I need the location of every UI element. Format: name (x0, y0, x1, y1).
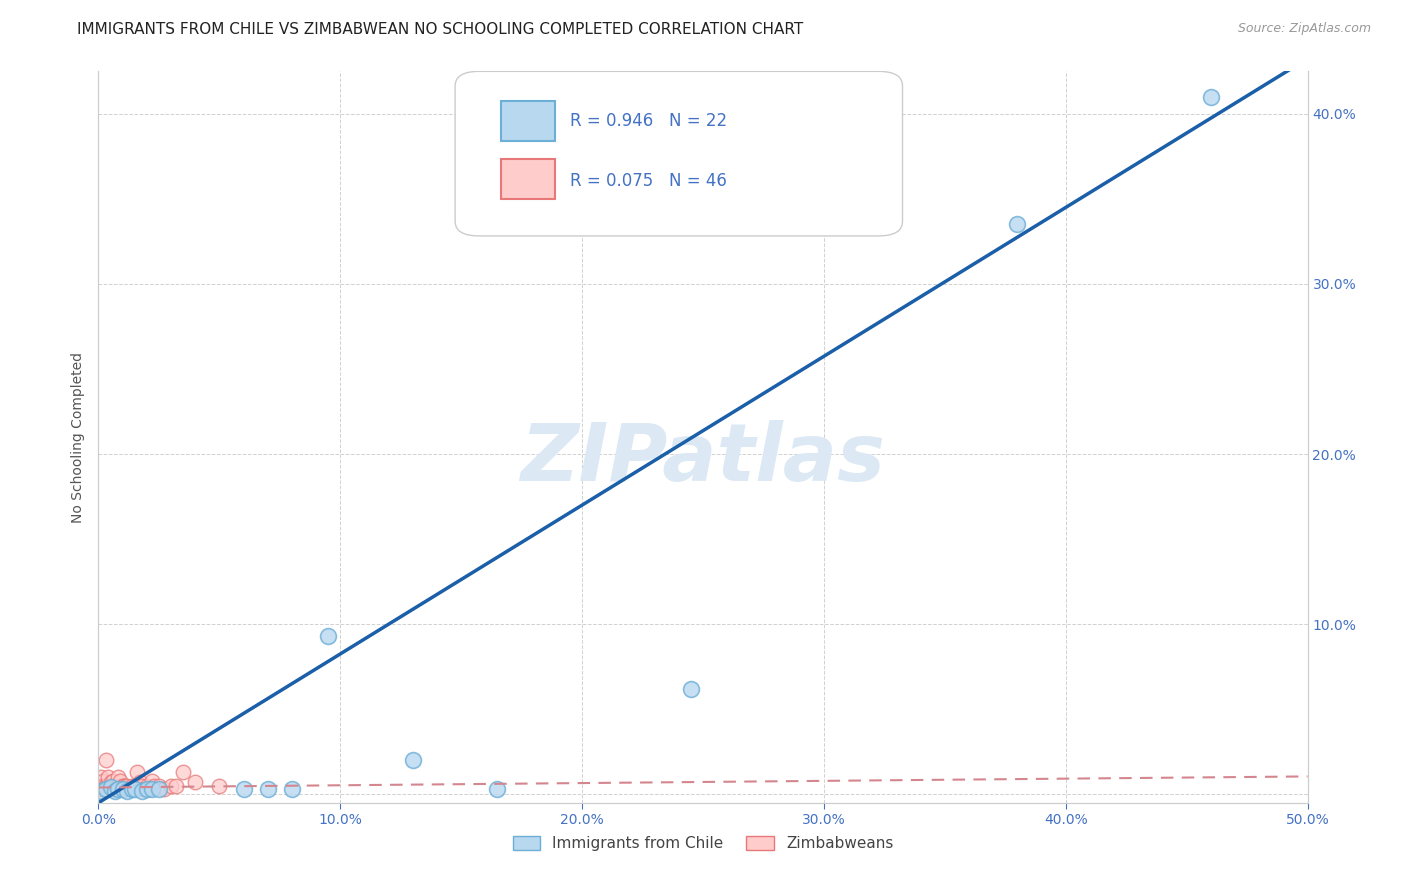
Point (97, 782, 120, 797)
Point (100, 779, 122, 793)
Point (107, 770, 129, 784)
Point (117, 779, 139, 793)
Point (101, 773, 124, 788)
FancyBboxPatch shape (501, 101, 555, 141)
Point (134, 782, 156, 797)
Point (124, 779, 146, 793)
Point (208, 779, 231, 793)
Point (121, 779, 143, 793)
Point (100, 779, 122, 793)
Point (104, 779, 127, 793)
Point (90, 782, 112, 797)
Point (108, 773, 131, 788)
Point (172, 765, 194, 780)
Point (101, 782, 124, 797)
Point (91, 779, 114, 793)
Point (316, 629, 339, 643)
Point (114, 782, 136, 797)
Point (148, 782, 170, 797)
Point (104, 784, 127, 798)
Legend: Immigrants from Chile, Zimbabweans: Immigrants from Chile, Zimbabweans (506, 830, 900, 857)
Point (94, 782, 117, 797)
Point (138, 782, 160, 797)
Point (121, 782, 143, 797)
Point (131, 784, 153, 798)
Point (148, 779, 170, 793)
Point (90, 784, 112, 798)
Point (141, 773, 163, 788)
Point (232, 782, 254, 797)
Point (281, 782, 304, 797)
Point (111, 779, 134, 793)
Y-axis label: No Schooling Completed: No Schooling Completed (72, 351, 86, 523)
Point (1199, 90, 1222, 104)
Point (131, 779, 153, 793)
Point (100, 780, 122, 795)
Point (141, 782, 163, 797)
Point (679, 681, 702, 696)
Point (486, 782, 509, 797)
Point (111, 782, 134, 797)
Point (117, 784, 139, 798)
Point (127, 765, 149, 780)
Text: R = 0.946   N = 22: R = 0.946 N = 22 (569, 112, 727, 130)
Point (124, 782, 146, 797)
Point (94, 779, 117, 793)
Point (128, 775, 150, 789)
Point (256, 782, 278, 797)
Point (90, 770, 112, 784)
Point (94, 753, 117, 767)
Point (94, 779, 117, 793)
Point (135, 779, 157, 793)
Point (1007, 218, 1029, 232)
Point (107, 779, 129, 793)
Point (118, 782, 141, 797)
Text: ZIPatlas: ZIPatlas (520, 420, 886, 498)
Point (97, 770, 120, 784)
Text: R = 0.075   N = 46: R = 0.075 N = 46 (569, 172, 727, 190)
Point (108, 782, 131, 797)
Point (135, 782, 157, 797)
Point (402, 753, 425, 767)
Point (91, 773, 114, 788)
Point (114, 779, 136, 793)
Point (91, 782, 114, 797)
Point (104, 782, 127, 797)
FancyBboxPatch shape (456, 71, 903, 236)
Point (165, 779, 187, 793)
Point (111, 779, 134, 793)
Point (184, 775, 207, 789)
Point (87, 779, 110, 793)
Point (152, 782, 174, 797)
Point (143, 779, 166, 793)
Point (107, 782, 129, 797)
Point (100, 775, 122, 789)
Text: Source: ZipAtlas.com: Source: ZipAtlas.com (1237, 22, 1371, 36)
Point (160, 779, 183, 793)
FancyBboxPatch shape (501, 159, 555, 200)
Point (101, 779, 124, 793)
Text: IMMIGRANTS FROM CHILE VS ZIMBABWEAN NO SCHOOLING COMPLETED CORRELATION CHART: IMMIGRANTS FROM CHILE VS ZIMBABWEAN NO S… (77, 22, 804, 37)
